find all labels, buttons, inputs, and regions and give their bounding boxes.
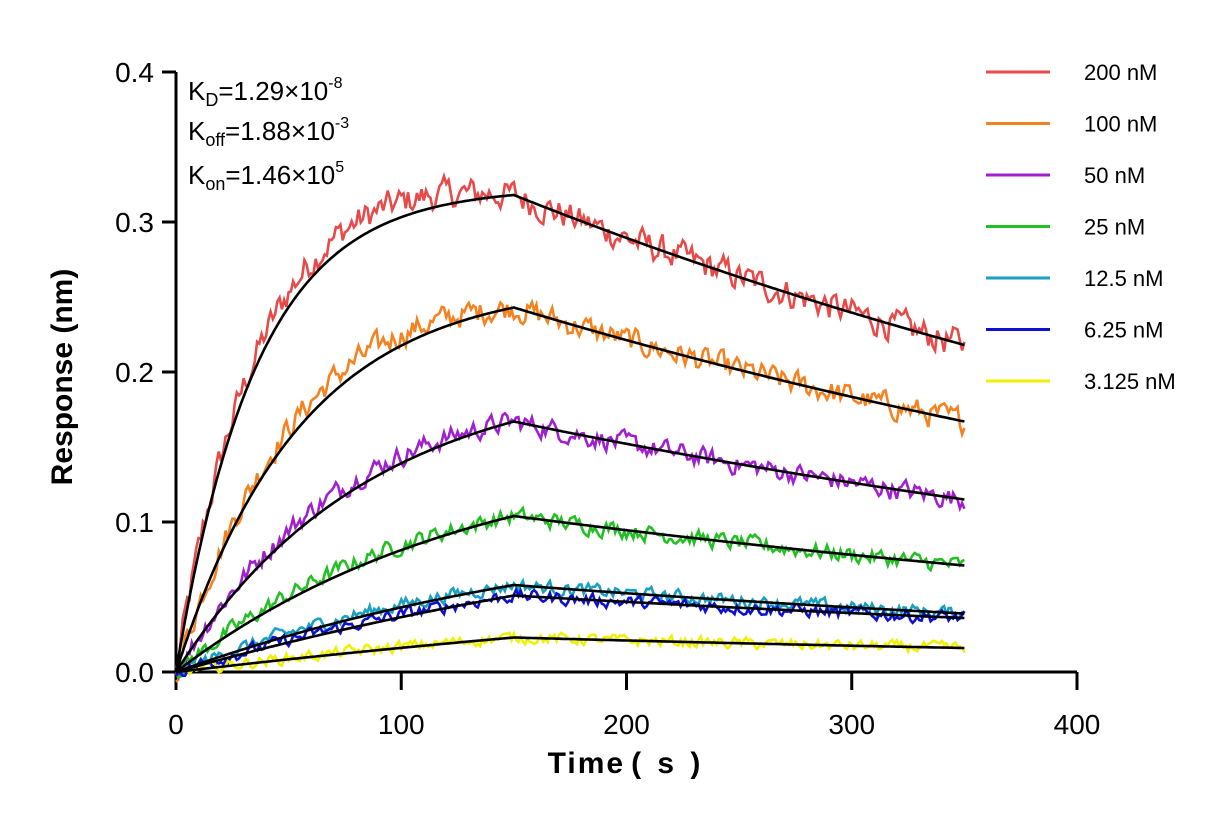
y-tick-label: 0.3 bbox=[115, 207, 154, 238]
koff-value: =1.88×10 bbox=[225, 116, 335, 146]
x-tick-label: 200 bbox=[603, 709, 650, 740]
kon-subscript: on bbox=[205, 174, 225, 194]
legend-label: 100 nM bbox=[1084, 112, 1157, 137]
x-axis-title-unit: ( s ) bbox=[631, 747, 704, 780]
fit-curve-25-nm bbox=[175, 514, 965, 674]
fit-curve-12-5-nm bbox=[175, 583, 965, 674]
raw-curve-200-nm bbox=[174, 171, 966, 669]
y-tick-label: 0.2 bbox=[115, 357, 154, 388]
fit-curve-6-25-nm bbox=[175, 594, 965, 674]
kd-subscript: D bbox=[205, 90, 218, 110]
fit-curve-50-nm bbox=[174, 420, 965, 673]
kd-text: KD=1.29×10-8 bbox=[188, 75, 343, 110]
kon-symbol: K bbox=[188, 160, 206, 190]
y-tick-label: 0.0 bbox=[115, 657, 154, 688]
legend: 200 nM 100 nM 50 nM 25 nM 12.5 nM 6.25 nM 3.12… bbox=[986, 60, 1176, 394]
fit-curve-100-nm bbox=[174, 306, 965, 673]
kon-exponent: 5 bbox=[335, 159, 344, 176]
koff-text: Koff=1.88×10-3 bbox=[188, 115, 349, 150]
y-ticks: 0.0 0.1 0.2 0.3 0.4 bbox=[115, 57, 176, 688]
legend-label: 12.5 nM bbox=[1084, 266, 1164, 291]
legend-label: 200 nM bbox=[1084, 60, 1157, 85]
kd-symbol: K bbox=[188, 76, 206, 106]
x-axis-title-main: Time bbox=[548, 747, 625, 780]
x-axis-title: Time( s ) bbox=[548, 747, 705, 780]
x-tick-label: 400 bbox=[1054, 709, 1101, 740]
kd-exponent: -8 bbox=[328, 75, 342, 92]
kon-value: =1.46×10 bbox=[225, 160, 335, 190]
koff-subscript: off bbox=[205, 130, 226, 150]
legend-label: 25 nM bbox=[1084, 215, 1145, 240]
kinetics-annotation: KD=1.29×10-8 Koff=1.88×10-3 Kon=1.46×105 bbox=[188, 75, 349, 194]
x-tick-label: 100 bbox=[378, 709, 425, 740]
x-tick-label: 0 bbox=[168, 709, 184, 740]
y-axis-title: Response (nm) bbox=[46, 269, 79, 486]
raw-curve-100-nm bbox=[175, 298, 966, 683]
legend-label: 50 nM bbox=[1084, 163, 1145, 188]
y-tick-label: 0.1 bbox=[115, 507, 154, 538]
koff-symbol: K bbox=[188, 116, 206, 146]
x-tick-label: 300 bbox=[828, 709, 875, 740]
kon-text: Kon=1.46×105 bbox=[188, 159, 344, 194]
x-ticks: 0 100 200 300 400 bbox=[168, 672, 1100, 740]
y-tick-label: 0.4 bbox=[115, 57, 154, 88]
koff-exponent: -3 bbox=[335, 115, 349, 132]
fit-curve-3-125-nm bbox=[175, 636, 965, 674]
kd-value: =1.29×10 bbox=[218, 76, 328, 106]
fit-curve-200-nm bbox=[174, 193, 965, 673]
legend-label: 3.125 nM bbox=[1084, 369, 1176, 394]
legend-label: 6.25 nM bbox=[1084, 318, 1164, 343]
fit-curves bbox=[174, 193, 965, 674]
